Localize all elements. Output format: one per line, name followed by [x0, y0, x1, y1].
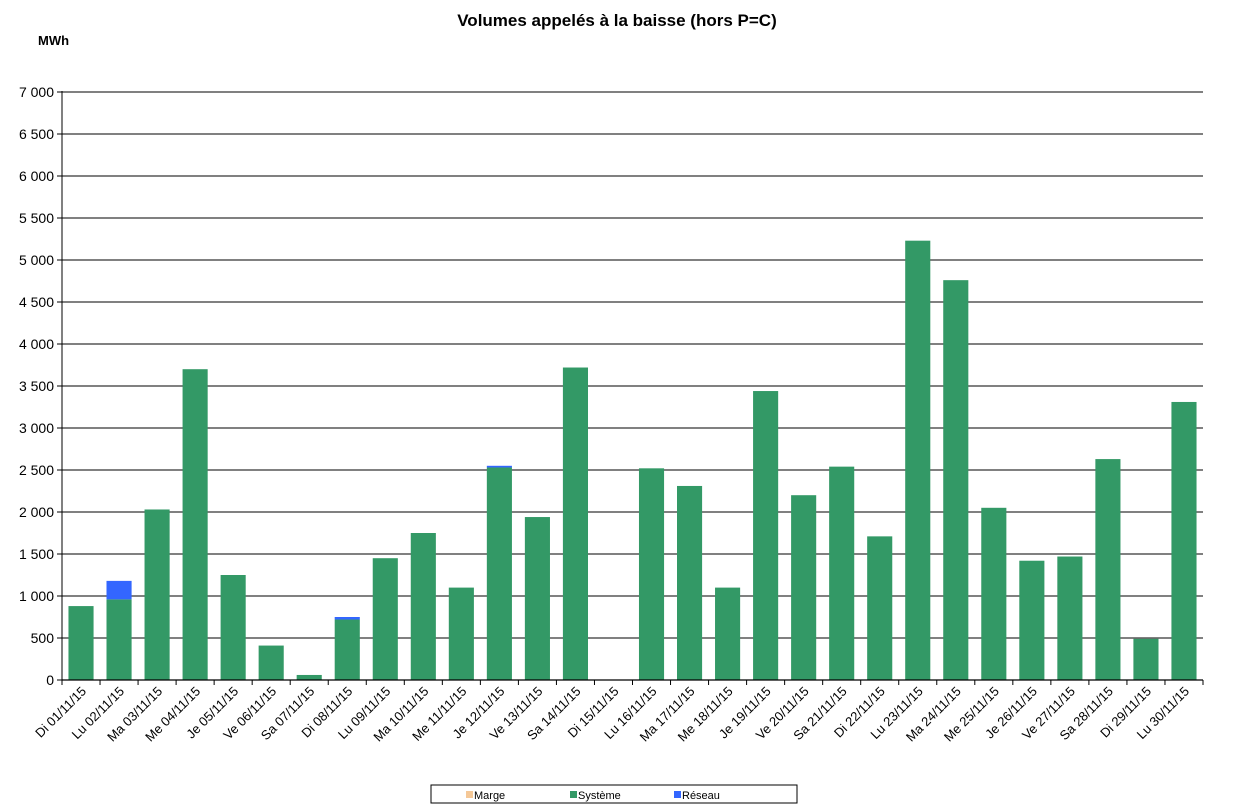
legend-swatch-réseau: [674, 791, 681, 798]
bar-système: [1057, 556, 1083, 680]
legend-label: Marge: [474, 790, 505, 802]
bar-système: [753, 391, 779, 680]
y-tick-label: 3 500: [19, 378, 54, 394]
legend-swatch-marge: [466, 791, 473, 798]
y-tick-label: 2 500: [19, 462, 54, 478]
y-tick-label: 0: [46, 672, 54, 688]
bar-système: [1171, 401, 1197, 680]
bar-système: [562, 367, 589, 680]
y-tick-label: 500: [31, 630, 55, 646]
chart-title: Volumes appelés à la baisse (hors P=C): [457, 11, 777, 30]
bars: [68, 240, 1197, 680]
bar-système: [1133, 638, 1159, 680]
bar-système: [1095, 459, 1121, 680]
legend-label: Réseau: [682, 790, 720, 802]
y-tick-label: 4 500: [19, 294, 54, 310]
bar-système: [448, 587, 474, 680]
bar-système: [715, 587, 741, 680]
bar-réseau: [106, 580, 132, 600]
bar-système: [981, 507, 1007, 680]
bar-système: [1019, 560, 1045, 680]
legend-swatch-système: [570, 791, 577, 798]
bar-système: [486, 467, 512, 680]
y-tick-label: 5 000: [19, 252, 54, 268]
y-axis-ticks: 0 500 1 000 1 500 2 000 2 500 3 000 3 500 4 000 4…: [19, 84, 62, 688]
bar-système: [524, 517, 550, 680]
bar-système: [258, 645, 284, 680]
y-tick-label: 7 000: [19, 84, 54, 100]
bar-système: [943, 280, 969, 680]
bar-système: [334, 619, 360, 680]
bar-réseau: [334, 617, 360, 620]
grid-lines: [62, 91, 1203, 639]
bar-système: [220, 575, 246, 680]
bar-système: [68, 606, 94, 680]
bar-système: [410, 533, 436, 680]
y-tick-label: 5 500: [19, 210, 54, 226]
legend: Marge Système Réseau: [430, 784, 798, 804]
y-tick-label: 6 000: [19, 168, 54, 184]
y-tick-label: 6 500: [19, 126, 54, 142]
bar-système: [144, 509, 170, 680]
y-tick-label: 1 500: [19, 546, 54, 562]
bar-système: [867, 536, 893, 680]
legend-box: [430, 784, 798, 804]
bar-système: [372, 558, 398, 680]
y-axis-label: MWh: [38, 33, 69, 48]
bar-système: [676, 485, 703, 680]
bar-système: [791, 495, 817, 680]
y-tick-label: 4 000: [19, 336, 54, 352]
bar-réseau: [486, 465, 512, 468]
y-tick-label: 1 000: [19, 588, 54, 604]
y-tick-label: 3 000: [19, 420, 54, 436]
bar-système: [638, 468, 665, 680]
bar-système: [182, 369, 208, 680]
legend-label: Système: [578, 790, 621, 802]
bar-système: [106, 599, 132, 680]
bar-système: [829, 466, 855, 680]
bar-système: [905, 240, 931, 680]
y-tick-label: 2 000: [19, 504, 54, 520]
bar-système: [296, 674, 322, 680]
